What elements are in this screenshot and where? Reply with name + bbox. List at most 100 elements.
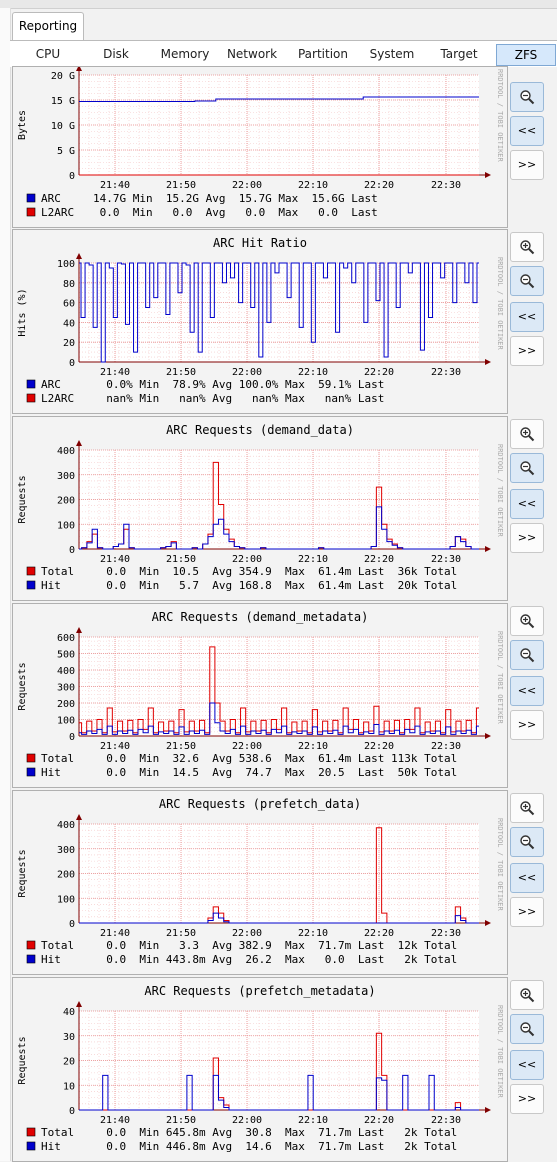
legend-swatch xyxy=(26,1127,36,1137)
legend-label: L2ARC xyxy=(41,206,74,219)
y-tick-label: 10 xyxy=(63,1081,75,1092)
y-tick-label: 20 xyxy=(63,1057,75,1068)
x-tick-label: 21:40 xyxy=(100,367,130,378)
series-line-total xyxy=(79,646,479,734)
subtab-system[interactable]: System xyxy=(369,47,415,61)
y-tick-label: 5 G xyxy=(57,146,75,157)
x-tick-label: 21:50 xyxy=(166,928,196,939)
y-tick-label: 200 xyxy=(57,870,75,881)
legend-stats: 0.0 Min 443.8m Avg 26.2 Max 0.0 Last 2k … xyxy=(93,953,457,966)
subtab-zfs[interactable]: ZFS xyxy=(496,44,556,66)
back-button[interactable]: << xyxy=(510,116,544,146)
legend-label: ARC xyxy=(41,378,61,391)
zoom-out-icon xyxy=(520,835,535,850)
x-tick-label: 21:40 xyxy=(100,928,130,939)
y-tick-label: 0 xyxy=(69,1106,75,1117)
x-tick-label: 22:30 xyxy=(431,928,461,939)
forward-button[interactable]: >> xyxy=(510,897,544,927)
graph-0: 20 G 15 G 10 G 5 G 0 21:40 21:50 22:00 22:10 22:2… xyxy=(12,66,508,228)
tab-reporting[interactable]: Reporting xyxy=(12,12,84,40)
back-button[interactable]: << xyxy=(510,676,544,706)
x-tick-label: 22:10 xyxy=(298,554,328,565)
series-line-hit xyxy=(79,506,479,550)
rrdtool-watermark: RRDTOOL / TOBI OETIKER xyxy=(496,257,504,351)
zoom-out-button[interactable] xyxy=(510,1014,544,1044)
series-line-arc xyxy=(79,96,479,102)
forward-button[interactable]: >> xyxy=(510,1084,544,1114)
subtab-network[interactable]: Network xyxy=(226,47,278,61)
graph-title: ARC Requests (prefetch_metadata) xyxy=(144,984,375,998)
y-tick-label: 100 xyxy=(57,894,75,905)
y-axis-label: Bytes xyxy=(17,110,28,140)
back-label: << xyxy=(517,497,537,510)
y-tick-label: 40 xyxy=(63,1007,75,1018)
x-tick-label: 21:40 xyxy=(100,180,130,191)
back-button[interactable]: << xyxy=(510,489,544,519)
zoom-in-button[interactable] xyxy=(510,232,544,262)
x-tick-label: 21:50 xyxy=(166,367,196,378)
zoom-out-button[interactable] xyxy=(510,827,544,857)
graph-2: 400 300 200 100 0 21:40 21:50 22:00 22:10 22:20 22… xyxy=(12,416,508,601)
zoom-in-button[interactable] xyxy=(510,419,544,449)
back-label: << xyxy=(517,871,537,884)
graph-svg-5: 40 30 20 10 0 21:40 21:50 22:00 22:10 22:20 22:30 R… xyxy=(17,984,504,1153)
forward-label: >> xyxy=(517,1092,537,1105)
legend-stats: 0.0 Min 446.8m Avg 14.6 Max 71.7m Last 2… xyxy=(93,1140,457,1153)
x-tick-label: 22:00 xyxy=(232,367,262,378)
subtab-disk[interactable]: Disk xyxy=(103,47,129,61)
y-tick-label: 600 xyxy=(57,633,75,644)
y-tick-label: 200 xyxy=(57,699,75,710)
back-button[interactable]: << xyxy=(510,1050,544,1080)
y-tick-label: 500 xyxy=(57,650,75,661)
rrdtool-watermark: RRDTOOL / TOBI OETIKER xyxy=(496,69,504,163)
back-button[interactable]: << xyxy=(510,302,544,332)
legend-label: Hit xyxy=(41,1140,61,1153)
x-tick-label: 22:10 xyxy=(298,741,328,752)
forward-button[interactable]: >> xyxy=(510,336,544,366)
subtab-memory[interactable]: Memory xyxy=(160,47,210,61)
back-button[interactable]: << xyxy=(510,863,544,893)
zoom-in-button[interactable] xyxy=(510,793,544,823)
zoom-out-icon xyxy=(520,90,535,105)
zoom-in-button[interactable] xyxy=(510,980,544,1010)
zoom-out-button[interactable] xyxy=(510,82,544,112)
x-tick-label: 22:10 xyxy=(298,928,328,939)
forward-button[interactable]: >> xyxy=(510,710,544,740)
legend-label: ARC xyxy=(41,192,61,205)
subtab-target[interactable]: Target xyxy=(440,47,478,61)
subtab-cpu[interactable]: CPU xyxy=(35,47,61,61)
graph-title: ARC Requests (demand_data) xyxy=(166,423,354,437)
zoom-in-icon xyxy=(520,801,535,816)
legend-stats: 0.0 Min 3.3 Avg 382.9 Max 71.7m Last 12k… xyxy=(93,939,457,952)
graph-svg-0: 20 G 15 G 10 G 5 G 0 21:40 21:50 22:00 22:10 22:2… xyxy=(17,67,504,219)
zoom-out-button[interactable] xyxy=(510,453,544,483)
y-tick-label: 400 xyxy=(57,446,75,457)
x-tick-label: 22:30 xyxy=(431,367,461,378)
zoom-in-icon xyxy=(520,240,535,255)
zoom-out-button[interactable] xyxy=(510,640,544,670)
y-tick-label: 300 xyxy=(57,845,75,856)
zoom-in-button[interactable] xyxy=(510,606,544,636)
y-tick-label: 20 xyxy=(63,338,75,349)
subtab-partition[interactable]: Partition xyxy=(297,47,348,61)
x-tick-label: 21:50 xyxy=(166,180,196,191)
x-tick-label: 21:50 xyxy=(166,554,196,565)
x-tick-label: 22:20 xyxy=(364,1115,394,1126)
graph-title: ARC Requests (prefetch_data) xyxy=(159,797,361,811)
series-line-arc xyxy=(79,262,479,363)
forward-label: >> xyxy=(517,158,537,171)
forward-label: >> xyxy=(517,905,537,918)
main-tabbar: Reporting xyxy=(10,10,557,40)
zoom-out-button[interactable] xyxy=(510,266,544,296)
legend-label: Hit xyxy=(41,766,61,779)
legend-stats: 0.0 Min 10.5 Avg 354.9 Max 61.4m Last 36… xyxy=(93,565,457,578)
x-tick-label: 21:50 xyxy=(166,1115,196,1126)
y-tick-label: 10 G xyxy=(51,121,75,132)
y-tick-label: 20 G xyxy=(51,71,75,82)
y-tick-label: 0 xyxy=(69,919,75,930)
graph-svg-2: 400 300 200 100 0 21:40 21:50 22:00 22:10 22:20 22… xyxy=(17,423,504,592)
forward-button[interactable]: >> xyxy=(510,523,544,553)
graph-svg-1: 100 80 60 40 20 0 21:40 21:50 22:00 22:10 22:20 22:… xyxy=(17,236,504,405)
back-label: << xyxy=(517,310,537,323)
forward-button[interactable]: >> xyxy=(510,150,544,180)
